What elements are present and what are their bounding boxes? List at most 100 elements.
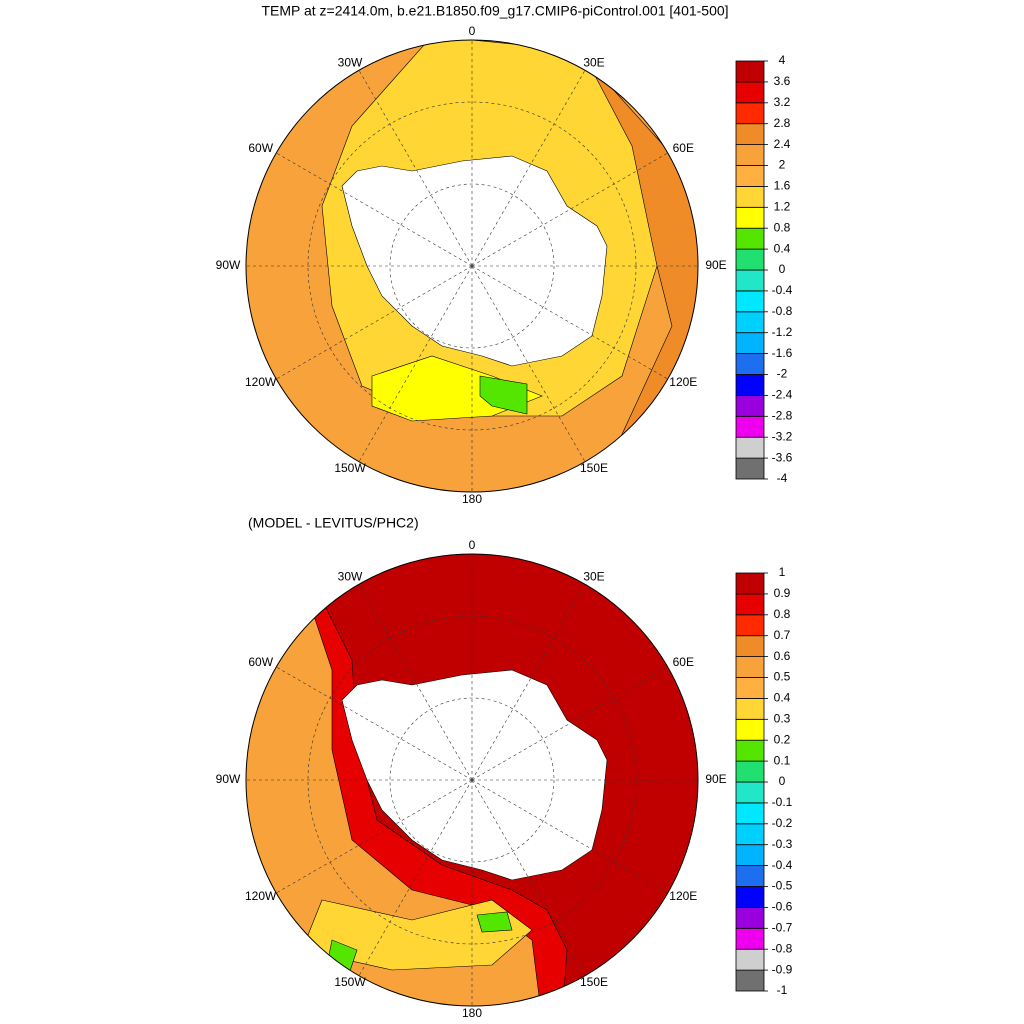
colorbar-box	[735, 593, 765, 616]
longitude-label: 120W	[245, 889, 277, 903]
colorbar-box	[735, 948, 765, 971]
colorbar-box	[735, 81, 765, 104]
colorbar-label: -0.1	[772, 795, 793, 809]
colorbar-box	[735, 269, 765, 292]
longitude-label: 90E	[705, 772, 726, 786]
colorbar-box	[735, 144, 765, 166]
colorbar-label: 0.8	[774, 220, 791, 234]
colorbar-label: -0.2	[772, 816, 793, 830]
graticule	[471, 70, 586, 267]
contour-fill	[476, 911, 513, 933]
colorbar-box	[735, 394, 765, 417]
colorbar-label: 2.8	[774, 116, 791, 130]
longitude-label: 150W	[334, 975, 366, 989]
colorbar-label: -0.6	[772, 900, 793, 914]
graticule	[358, 584, 473, 781]
graticule	[276, 779, 473, 894]
colorbar-label: -1	[777, 983, 788, 997]
longitude-label: 30W	[338, 570, 363, 584]
colorbar-label: 0.1	[774, 753, 791, 767]
graticule	[471, 779, 668, 894]
longitude-label: 60E	[673, 655, 694, 669]
colorbar-label: -0.3	[772, 837, 793, 851]
map	[246, 40, 698, 492]
colorbar-label: 2.4	[774, 137, 791, 151]
colorbar-box	[735, 457, 765, 480]
plot-title: (MODEL - LEVITUS/PHC2)	[248, 515, 419, 531]
colorbar-label: 0.3	[774, 711, 791, 725]
colorbar-label: 0	[779, 774, 786, 788]
colorbar-label: 4	[779, 53, 786, 67]
colorbar-box	[735, 248, 765, 271]
colorbar-box	[735, 635, 765, 658]
longitude-label: 0	[469, 538, 476, 552]
longitude-label: 90E	[705, 258, 726, 272]
colorbar-label: 2	[779, 158, 786, 172]
colorbar-box	[735, 415, 765, 438]
longitude-label: 120W	[245, 375, 277, 389]
colorbar-label: -4	[777, 471, 788, 485]
colorbar-box	[735, 718, 765, 741]
graticule	[471, 152, 668, 267]
colorbar-label: -0.7	[772, 920, 793, 934]
colorbar-box	[735, 677, 765, 699]
colorbar-label: -2.8	[772, 408, 793, 422]
graticule	[358, 779, 473, 976]
colorbar-label: 0.5	[774, 670, 791, 684]
colorbar-box	[735, 907, 765, 929]
colorbar-label: 1	[779, 565, 786, 579]
graticule	[389, 183, 555, 349]
longitude-label: 30E	[583, 570, 604, 584]
longitude-label: 90W	[216, 258, 241, 272]
colorbar-label: 0.8	[774, 607, 791, 621]
colorbar-box	[735, 802, 765, 825]
colorbar-box	[735, 185, 765, 208]
graticule	[471, 584, 586, 781]
colorbar-box	[735, 374, 765, 396]
colorbar-box	[735, 60, 765, 83]
antarctica	[341, 155, 608, 367]
colorbar-box	[735, 927, 765, 950]
colorbar-box	[735, 698, 765, 720]
graticule	[471, 265, 668, 380]
graticule	[276, 152, 473, 267]
longitude-label: 0	[469, 24, 476, 38]
colorbar-label: 1.2	[774, 199, 791, 213]
colorbar-box	[735, 614, 765, 637]
colorbar-label: -0.9	[772, 962, 793, 976]
graticule	[471, 666, 668, 781]
colorbar-box	[735, 844, 765, 867]
map-border	[245, 553, 699, 1007]
graticule	[471, 779, 586, 976]
colorbar-box	[735, 353, 765, 375]
longitude-label: 60W	[248, 655, 273, 669]
longitude-label: 60W	[248, 141, 273, 155]
colorbar-label: 0.2	[774, 732, 791, 746]
longitude-label: 180	[462, 1006, 482, 1020]
colorbar-label: 0.7	[774, 628, 791, 642]
colorbar-label: -3.6	[772, 450, 793, 464]
colorbar-box	[735, 781, 765, 804]
colorbar-label: 0.4	[774, 241, 791, 255]
longitude-label: 30W	[338, 56, 363, 70]
colorbar-label: -0.8	[772, 304, 793, 318]
colorbar-label: 0.6	[774, 649, 791, 663]
colorbar-label: 0.4	[774, 691, 791, 705]
colorbar-label: -1.2	[772, 325, 793, 339]
colorbar-box	[735, 102, 765, 125]
colorbar-box	[735, 865, 765, 887]
colorbar-label: -2	[777, 367, 788, 381]
graticule	[471, 265, 586, 462]
colorbar-box	[735, 436, 765, 459]
colorbar-label: 0	[779, 262, 786, 276]
graticule	[276, 265, 473, 380]
graticule	[276, 666, 473, 781]
longitude-label: 180	[462, 492, 482, 506]
contour-fill	[479, 375, 528, 415]
colorbar-box	[735, 123, 765, 145]
colorbar-box	[735, 886, 765, 908]
colorbar-label: 1.6	[774, 179, 791, 193]
colorbar-box	[735, 311, 765, 334]
colorbar-label: 3.6	[774, 74, 791, 88]
